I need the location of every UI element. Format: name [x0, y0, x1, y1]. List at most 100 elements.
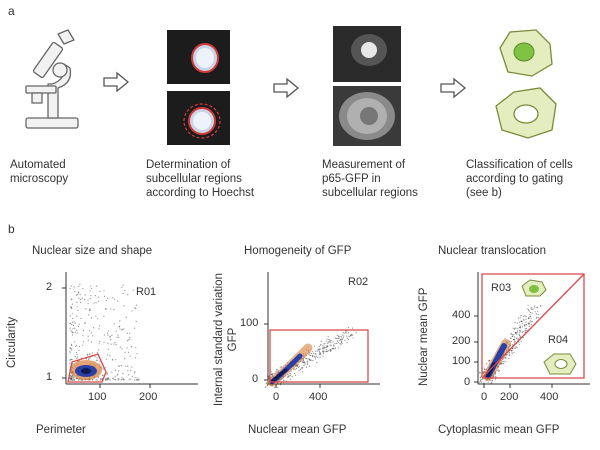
scatter-point — [134, 371, 136, 373]
scatter-point — [73, 321, 75, 323]
scatter-point — [77, 292, 79, 294]
scatter-point — [114, 369, 117, 371]
scatter-point — [71, 321, 74, 323]
scatter-point — [304, 363, 306, 365]
scatter-point — [133, 372, 135, 374]
scatter-point — [519, 330, 521, 332]
scatter-point — [72, 317, 74, 320]
scatter-point — [328, 342, 330, 344]
scatter-point — [82, 341, 84, 343]
scatter-point — [97, 318, 99, 320]
plot2-ylabel: Internal standard variation GFP — [213, 273, 239, 406]
scatter-point — [76, 306, 78, 308]
scatter-point — [84, 299, 86, 301]
scatter-point — [90, 287, 93, 289]
scatter-point — [331, 347, 333, 349]
scatter-point — [328, 340, 330, 343]
scatter-point — [77, 309, 79, 311]
scatter-point — [109, 336, 111, 338]
scatter-point — [479, 371, 481, 373]
scatter-point — [124, 358, 126, 360]
classified-cells-icon — [495, 29, 557, 139]
scatter-point — [340, 344, 342, 346]
scatter-point — [537, 313, 539, 316]
scatter-point — [336, 342, 338, 345]
scatter-point — [318, 350, 320, 353]
plot3-ytick-0: 0 — [464, 376, 471, 388]
scatter-point — [318, 345, 320, 348]
scatter-point — [99, 340, 101, 342]
scatter-point — [348, 335, 350, 338]
plot3-ytick-100: 100 — [452, 355, 471, 367]
scatter-point — [318, 348, 320, 350]
scatter-point — [342, 332, 344, 334]
scatter-point — [515, 346, 517, 348]
scatter-point — [298, 365, 301, 367]
scatter-point — [337, 335, 340, 337]
scatter-point — [479, 377, 482, 379]
scatter-point — [346, 337, 348, 339]
scatter-point — [277, 383, 279, 385]
right-arrow-icon — [440, 77, 467, 99]
scatter-point — [118, 365, 120, 367]
scatter-point — [112, 377, 114, 379]
scatter-point — [115, 344, 117, 346]
scatter-point — [342, 337, 344, 339]
scatter-point — [71, 376, 73, 378]
scatter-point — [318, 349, 320, 351]
scatter-point — [97, 300, 100, 302]
scatter-point — [69, 376, 71, 378]
scatter-point — [267, 376, 269, 378]
scatter-point — [319, 352, 322, 354]
step-caption-determination: Determination of subcellular regions acc… — [146, 159, 255, 199]
scatter-point — [486, 363, 488, 365]
scatter-point — [520, 315, 522, 317]
scatter-point — [267, 375, 269, 377]
plot3-ytick-200: 200 — [452, 335, 471, 347]
scatter-point — [521, 320, 523, 322]
scatter-point — [95, 379, 97, 381]
r04-cell-icon — [543, 353, 577, 375]
scatter-point — [74, 322, 76, 324]
scatter-point — [494, 378, 497, 380]
scatter-point — [294, 372, 296, 375]
scatter-point — [119, 320, 121, 322]
scatter-point — [346, 332, 348, 334]
scatter-point — [85, 358, 87, 360]
scatter-point — [337, 342, 339, 344]
scatter-point — [98, 328, 100, 330]
scatter-point — [103, 315, 105, 317]
scatter-point — [326, 345, 328, 348]
scatter-point — [338, 337, 340, 339]
scatter-point — [69, 358, 71, 360]
scatter-point — [131, 366, 133, 368]
scatter-point — [118, 336, 120, 338]
plot1-region-R01: R01 — [136, 286, 157, 298]
microscope-icon — [25, 29, 79, 129]
scatter-point — [299, 368, 302, 371]
scatter-point — [333, 348, 335, 350]
scatter-point — [323, 346, 325, 348]
scatter-point — [525, 318, 527, 320]
scatter-point — [309, 359, 311, 361]
scatter-point — [505, 356, 507, 358]
scatter-point — [521, 331, 523, 333]
scatter-point — [104, 295, 106, 297]
scatter-point — [71, 308, 73, 310]
scatter-point — [98, 325, 101, 327]
scatter-point — [480, 379, 482, 381]
scatter-point — [505, 357, 507, 359]
scatter-point — [330, 349, 332, 351]
scatter-point — [123, 328, 125, 330]
scatter-point — [71, 379, 74, 381]
scatter-point — [134, 376, 136, 379]
scatter-point — [128, 374, 130, 376]
scatter-point — [113, 298, 116, 300]
scatter-point — [318, 352, 321, 354]
scatter-point — [82, 329, 85, 332]
scatter-point — [121, 348, 123, 350]
scatter-point — [326, 338, 328, 340]
scatter-point — [302, 361, 305, 363]
scatter-point — [338, 339, 340, 342]
scatter-point — [301, 360, 304, 362]
